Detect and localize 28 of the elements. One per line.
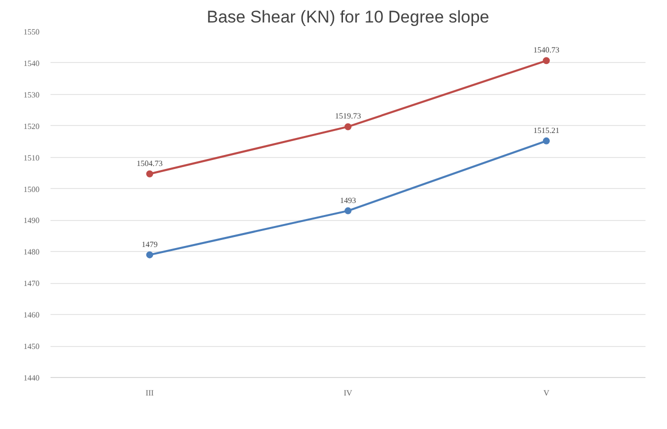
y-tick-label: 1440 xyxy=(24,374,40,382)
data-label: 1540.73 xyxy=(533,46,560,55)
x-tick-label: V xyxy=(543,388,550,398)
chart-title: Base Shear (KN) for 10 Degree slope xyxy=(206,8,490,26)
y-tick-label: 1470 xyxy=(24,279,40,288)
y-tick-label: 1530 xyxy=(24,90,40,100)
point xyxy=(146,170,154,178)
data-label: 1504.73 xyxy=(136,158,163,168)
y-tick-label: 1510 xyxy=(24,153,40,162)
x-tick-label: IV xyxy=(344,388,352,398)
point xyxy=(344,207,352,214)
point xyxy=(542,57,550,64)
data-label: 1519.73 xyxy=(335,112,361,121)
point xyxy=(146,251,154,258)
y-tick-label: 1520 xyxy=(24,122,40,131)
data-label: 1493 xyxy=(340,196,356,205)
y-tick-label: 1550 xyxy=(24,28,40,36)
point xyxy=(542,137,550,144)
point xyxy=(344,123,352,130)
y-tick-label: 1460 xyxy=(24,310,40,320)
y-tick-label: 1490 xyxy=(24,216,40,226)
y-tick-label: 1540 xyxy=(24,58,40,68)
y-tick-label: 1480 xyxy=(24,248,40,257)
x-tick-label: III xyxy=(146,388,154,398)
y-tick-label: 1500 xyxy=(24,184,40,194)
data-label: 1479 xyxy=(142,240,158,249)
data-label: 1515.21 xyxy=(533,126,560,135)
y-tick-label: 1450 xyxy=(24,342,40,352)
